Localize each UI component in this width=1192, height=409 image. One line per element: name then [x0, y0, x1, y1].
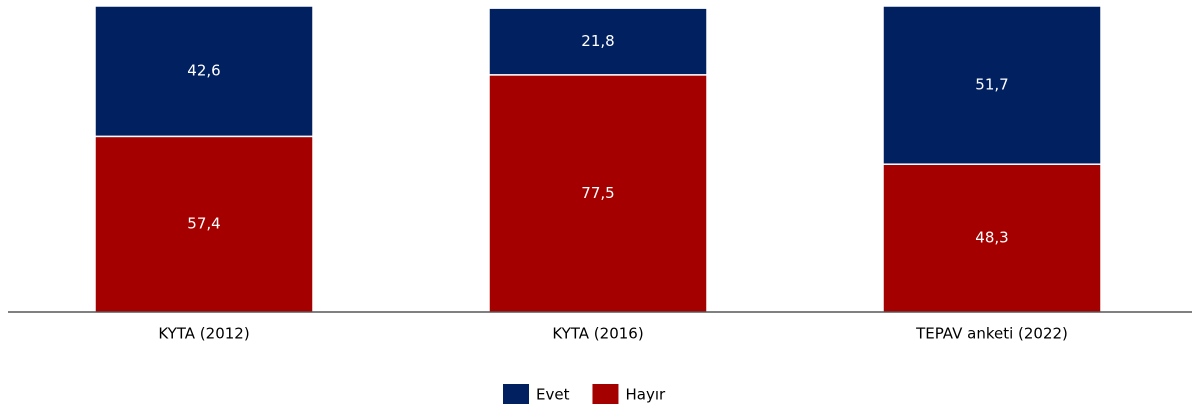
legend-label: Evet [536, 386, 570, 404]
x-tick-label: KYTA (2016) [552, 325, 643, 343]
bar-segment [488, 7, 708, 76]
legend-swatch [503, 384, 529, 404]
x-tick-label: KYTA (2012) [158, 325, 249, 343]
bar-segment [882, 163, 1102, 313]
data-label: 21,8 [581, 32, 614, 50]
bar-segment [94, 5, 314, 138]
bar-segment [94, 135, 314, 313]
bar-segment [882, 5, 1102, 165]
data-label: 51,7 [975, 76, 1008, 94]
legend-label: Hayır [625, 386, 666, 404]
data-label: 42,6 [187, 62, 220, 80]
data-label: 77,5 [581, 184, 614, 202]
data-label: 48,3 [975, 229, 1008, 247]
legend-swatch [592, 384, 619, 404]
data-label: 57,4 [187, 215, 220, 233]
x-tick-label: TEPAV anketi (2022) [915, 325, 1068, 343]
